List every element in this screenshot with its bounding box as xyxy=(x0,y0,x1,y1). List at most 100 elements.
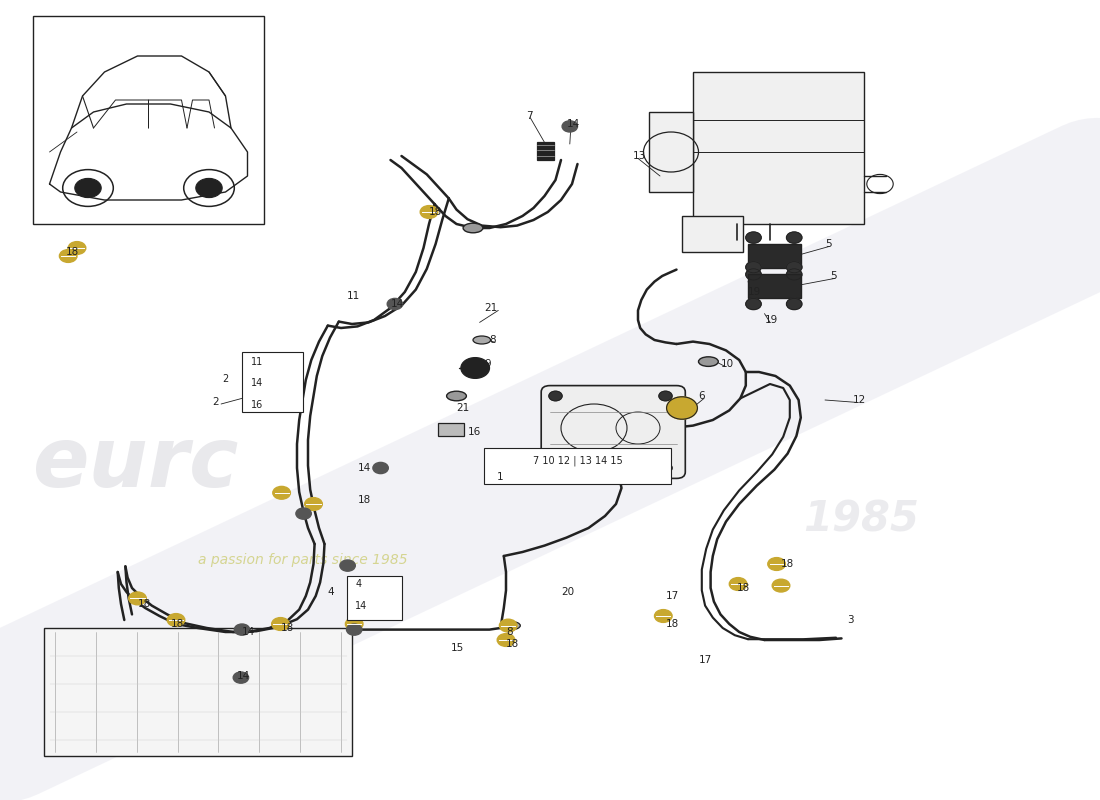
Text: 11: 11 xyxy=(251,357,263,366)
Text: 14: 14 xyxy=(566,119,580,129)
Text: 2: 2 xyxy=(222,374,229,384)
Text: 18: 18 xyxy=(737,583,750,593)
Text: 14: 14 xyxy=(358,463,371,473)
Circle shape xyxy=(75,178,101,198)
Text: 18: 18 xyxy=(138,599,151,609)
Text: 18: 18 xyxy=(66,247,79,257)
Text: 6: 6 xyxy=(698,391,705,401)
Text: 18: 18 xyxy=(170,619,184,629)
Circle shape xyxy=(549,391,562,401)
Text: 1: 1 xyxy=(497,472,504,482)
Circle shape xyxy=(346,624,362,635)
Ellipse shape xyxy=(447,391,466,401)
Text: 3: 3 xyxy=(847,615,854,625)
Circle shape xyxy=(667,397,697,419)
Text: 18: 18 xyxy=(280,623,294,633)
Text: 14: 14 xyxy=(390,299,404,309)
Text: 10: 10 xyxy=(720,359,734,369)
Text: 20: 20 xyxy=(561,587,574,597)
Text: 11: 11 xyxy=(346,291,360,301)
Text: 13: 13 xyxy=(632,151,646,161)
Circle shape xyxy=(746,262,761,273)
Circle shape xyxy=(167,614,185,626)
Bar xyxy=(537,142,554,160)
Text: 21: 21 xyxy=(456,403,470,413)
Circle shape xyxy=(420,206,438,218)
Text: 17: 17 xyxy=(698,655,712,665)
Circle shape xyxy=(340,560,355,571)
Text: 8: 8 xyxy=(490,335,496,345)
FancyArrowPatch shape xyxy=(2,201,1098,719)
Circle shape xyxy=(659,463,672,473)
Circle shape xyxy=(786,232,802,243)
Text: 21: 21 xyxy=(484,303,497,313)
Circle shape xyxy=(729,578,747,590)
Text: 17: 17 xyxy=(666,591,679,601)
Bar xyxy=(346,576,402,620)
Circle shape xyxy=(233,672,249,683)
Circle shape xyxy=(497,634,515,646)
Text: 16: 16 xyxy=(468,427,481,437)
Ellipse shape xyxy=(503,622,520,630)
Circle shape xyxy=(296,508,311,519)
Text: 1985: 1985 xyxy=(803,499,918,541)
Text: 18: 18 xyxy=(506,639,519,649)
Text: 18: 18 xyxy=(781,559,794,569)
Text: 12: 12 xyxy=(852,395,866,405)
Text: 4: 4 xyxy=(328,587,334,597)
Text: 14: 14 xyxy=(242,627,255,637)
Text: 15: 15 xyxy=(451,643,464,653)
Bar xyxy=(242,352,302,412)
Circle shape xyxy=(772,579,790,592)
Circle shape xyxy=(234,624,250,635)
Bar xyxy=(649,112,693,192)
Circle shape xyxy=(786,262,802,273)
Circle shape xyxy=(746,232,761,243)
Text: 14: 14 xyxy=(355,601,367,610)
Text: 14: 14 xyxy=(251,378,263,388)
Circle shape xyxy=(196,178,222,198)
Text: 7: 7 xyxy=(526,111,532,121)
Circle shape xyxy=(654,610,672,622)
Circle shape xyxy=(387,298,403,310)
Circle shape xyxy=(768,558,785,570)
Ellipse shape xyxy=(698,357,718,366)
Text: 2: 2 xyxy=(212,397,219,406)
Circle shape xyxy=(273,486,290,499)
Text: 16: 16 xyxy=(251,400,263,410)
Circle shape xyxy=(345,618,363,630)
Ellipse shape xyxy=(473,336,491,344)
Bar xyxy=(693,72,864,224)
Text: 19: 19 xyxy=(748,287,761,297)
Text: 14: 14 xyxy=(236,671,250,681)
Circle shape xyxy=(373,462,388,474)
FancyBboxPatch shape xyxy=(541,386,685,478)
Text: 4: 4 xyxy=(355,579,362,589)
Text: 7 10 12 | 13 14 15: 7 10 12 | 13 14 15 xyxy=(532,455,623,466)
Circle shape xyxy=(786,269,802,280)
Circle shape xyxy=(305,498,322,510)
Circle shape xyxy=(499,619,517,632)
Circle shape xyxy=(59,250,77,262)
Circle shape xyxy=(272,618,289,630)
Ellipse shape xyxy=(463,223,483,233)
Circle shape xyxy=(549,463,562,473)
Circle shape xyxy=(68,242,86,254)
Circle shape xyxy=(659,391,672,401)
Text: 5: 5 xyxy=(830,271,837,281)
Bar xyxy=(748,274,801,298)
Text: eurc: eurc xyxy=(33,423,240,505)
Text: 18: 18 xyxy=(429,207,442,217)
Circle shape xyxy=(562,121,578,132)
Text: 18: 18 xyxy=(358,495,371,505)
Bar xyxy=(438,423,464,436)
Circle shape xyxy=(461,358,490,378)
Bar xyxy=(44,628,352,756)
Bar xyxy=(484,448,671,484)
Circle shape xyxy=(786,298,802,310)
Text: 8: 8 xyxy=(506,627,513,637)
Circle shape xyxy=(746,269,761,280)
Text: 19: 19 xyxy=(764,315,778,325)
Bar xyxy=(682,216,742,252)
Text: a passion for parts since 1985: a passion for parts since 1985 xyxy=(198,553,408,567)
